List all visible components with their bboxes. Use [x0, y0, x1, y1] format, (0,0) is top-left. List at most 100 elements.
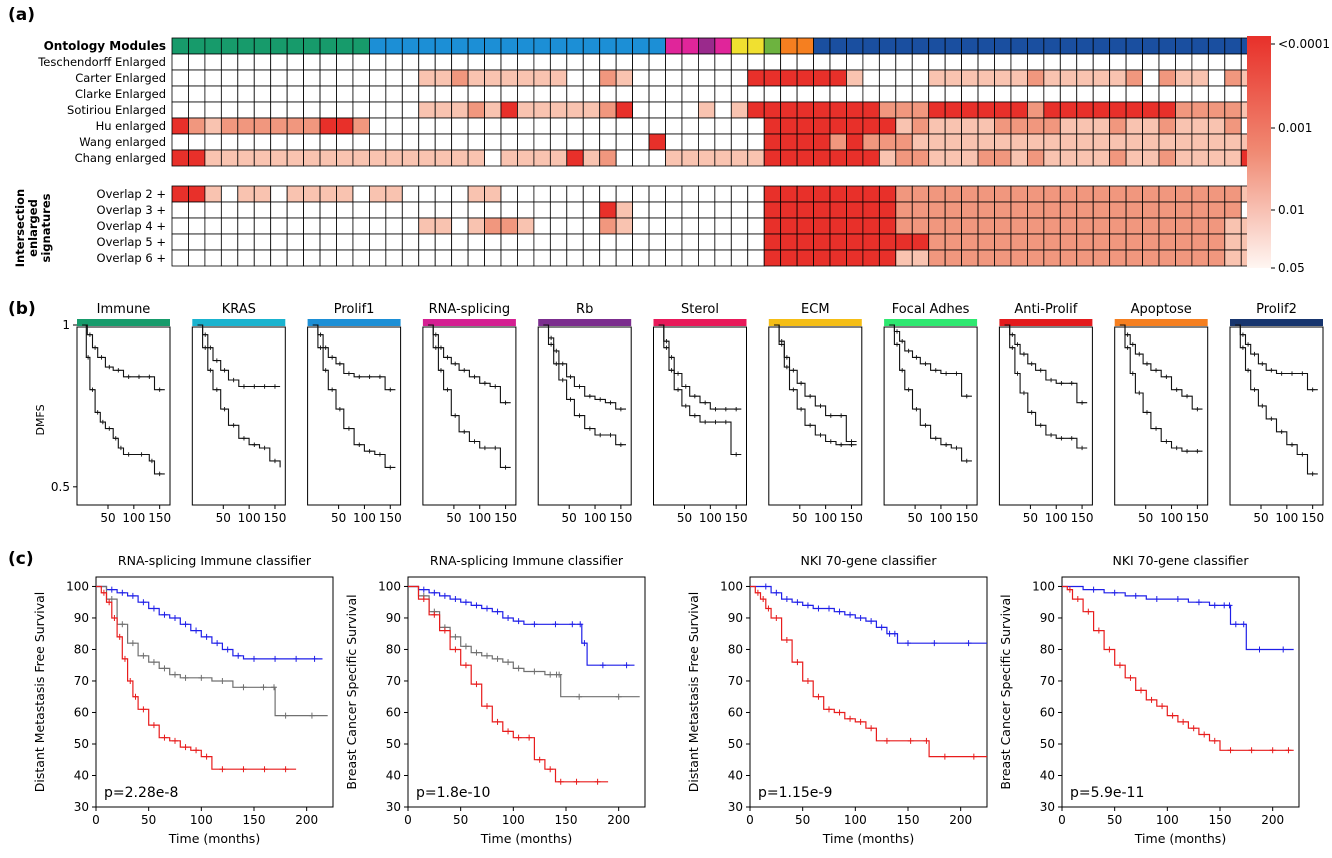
x-tick-label: 50: [453, 813, 468, 827]
heatmap-cell: [500, 69, 518, 87]
heatmap-cell: [1109, 117, 1127, 135]
module-cell: [566, 37, 584, 55]
module-cell: [862, 37, 880, 55]
x-tick-label: 100: [468, 511, 491, 525]
heatmap-cell: [944, 101, 963, 119]
heatmap-cell: [994, 133, 1012, 151]
censor-mark: [515, 618, 522, 625]
module-cell: [533, 37, 551, 55]
censor-mark: [970, 753, 977, 760]
heatmap-cell: [681, 201, 699, 219]
heatmap-cell: [813, 233, 831, 251]
heatmap-cell: [895, 149, 913, 167]
heatmap-cell: [928, 217, 946, 235]
censor-mark: [1029, 410, 1034, 415]
heatmap-cell: [188, 233, 206, 251]
module-cell: [681, 37, 699, 55]
heatmap-cell: [1142, 185, 1160, 203]
heatmap-cell: [928, 185, 946, 203]
censor-mark: [494, 655, 501, 662]
censor-mark: [231, 377, 236, 383]
censor-mark: [214, 640, 221, 647]
censor-mark: [899, 338, 905, 344]
censor-mark: [241, 436, 247, 441]
heatmap-cell: [961, 249, 979, 267]
heatmap-cell: [237, 101, 255, 119]
censor-mark: [198, 674, 205, 681]
censor-mark: [931, 640, 938, 647]
plot-frame: [749, 576, 988, 808]
heatmap-cell: [1109, 185, 1127, 203]
heatmap-cell: [336, 149, 354, 167]
censor-mark: [1285, 747, 1292, 754]
censor-mark: [894, 342, 900, 347]
heatmap-cell: [1158, 117, 1176, 135]
heatmap-cell: [747, 201, 765, 219]
heatmap-cell: [566, 233, 584, 251]
heatmap-cell: [763, 85, 782, 103]
heatmap-cell: [319, 201, 337, 219]
heatmap-cell: [615, 217, 634, 235]
heatmap-cell: [681, 217, 699, 235]
censor-mark: [95, 410, 100, 415]
heatmap-cell: [1158, 53, 1176, 71]
censor-mark: [923, 737, 930, 744]
module-cell: [188, 37, 206, 55]
module-cell: [747, 37, 765, 55]
heatmap-cell: [1125, 201, 1143, 219]
heatmap-cell: [385, 69, 403, 87]
heatmap-cell: [418, 69, 436, 87]
censor-mark: [1144, 410, 1150, 415]
heatmap-cell: [961, 117, 979, 135]
censor-mark: [587, 394, 593, 399]
heatmap-cell: [1043, 69, 1061, 87]
x-tick-label: 100: [190, 813, 213, 827]
censor-mark: [1310, 387, 1315, 392]
heatmap-cell: [484, 233, 502, 251]
heatmap-cell: [648, 53, 666, 71]
heatmap-cell: [796, 149, 814, 167]
censor-mark: [116, 368, 121, 373]
module-cell: [714, 37, 732, 55]
censor-mark: [618, 442, 624, 447]
censor-mark: [815, 693, 822, 700]
heatmap-cell: [599, 149, 617, 167]
subplot-title: ECM: [801, 302, 830, 317]
plot-title: RNA-splicing Immune classifier: [430, 553, 624, 568]
heatmap-cell: [549, 53, 568, 71]
censor-mark: [240, 766, 247, 773]
censor-mark: [1074, 596, 1081, 603]
censor-mark: [692, 394, 698, 399]
heatmap-cell: [1224, 53, 1242, 71]
heatmap-cell: [1010, 53, 1028, 71]
heatmap-cell: [303, 69, 321, 87]
heatmap-cell: [796, 69, 814, 87]
heatmap-cell: [961, 233, 979, 251]
censor-mark: [452, 361, 458, 367]
heatmap-cell: [1010, 101, 1028, 119]
heatmap-cell: [434, 85, 453, 103]
x-tick-label: 100: [929, 511, 952, 525]
heatmap-cell: [829, 249, 847, 267]
heatmap-cell: [303, 53, 321, 71]
heatmap-cell: [385, 233, 403, 251]
module-cell: [303, 37, 321, 55]
censor-mark: [1059, 436, 1064, 441]
y-tick-label: 80: [728, 642, 743, 656]
heatmap-cell: [270, 101, 288, 119]
heatmap-cell: [1109, 233, 1127, 251]
heatmap-cell: [533, 233, 551, 251]
heatmap-cell: [1076, 101, 1094, 119]
censor-mark: [357, 374, 362, 379]
heatmap-cell: [1175, 217, 1193, 235]
x-tick-label: 100: [1045, 511, 1068, 525]
y-tick-label: 50: [74, 737, 89, 751]
heatmap-cell: [188, 101, 206, 119]
censor-mark: [675, 387, 681, 392]
plot-title: NKI 70-gene classifier: [800, 553, 937, 568]
heatmap-cell: [944, 85, 963, 103]
heatmap-cell: [582, 69, 601, 87]
x-tick-label: 150: [840, 511, 863, 525]
heatmap-cell: [1191, 149, 1209, 167]
subplot-frame: [1114, 326, 1209, 506]
